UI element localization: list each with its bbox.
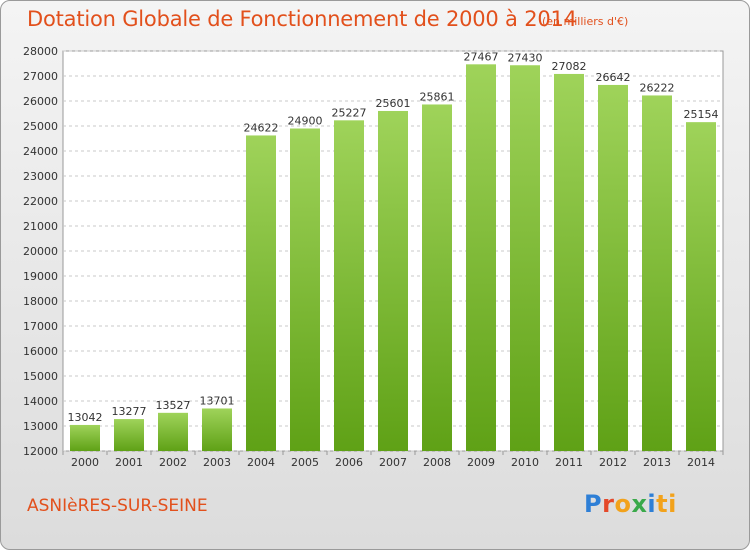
bar <box>598 84 628 451</box>
y-tick-label: 28000 <box>23 45 58 58</box>
data-label: 25154 <box>684 108 719 121</box>
y-tick-label: 17000 <box>23 320 58 333</box>
y-tick-label: 25000 <box>23 120 58 133</box>
data-label: 27467 <box>464 50 499 63</box>
bar <box>202 408 232 451</box>
x-tick-label: 2014 <box>687 456 715 469</box>
y-tick-label: 15000 <box>23 370 58 383</box>
unit-note: (en milliers d'€) <box>542 15 629 28</box>
x-tick-label: 2005 <box>291 456 319 469</box>
bar <box>290 128 320 451</box>
bar <box>246 135 276 451</box>
data-label: 24622 <box>244 121 279 134</box>
bar <box>70 424 100 451</box>
bar <box>114 419 144 451</box>
x-tick-label: 2004 <box>247 456 275 469</box>
x-tick-label: 2011 <box>555 456 583 469</box>
y-tick-label: 13000 <box>23 420 58 433</box>
x-tick-label: 2002 <box>159 456 187 469</box>
x-tick-label: 2013 <box>643 456 671 469</box>
y-tick-label: 21000 <box>23 220 58 233</box>
proxiti-logo: Proxiti <box>584 490 677 518</box>
data-label: 27430 <box>508 51 543 64</box>
x-tick-label: 2008 <box>423 456 451 469</box>
y-tick-label: 18000 <box>23 295 58 308</box>
data-label: 13277 <box>112 405 147 418</box>
data-label: 24900 <box>288 115 323 128</box>
chart-title: Dotation Globale de Fonctionnement de 20… <box>27 7 577 31</box>
y-tick-label: 23000 <box>23 170 58 183</box>
y-tick-label: 16000 <box>23 345 58 358</box>
x-tick-label: 2009 <box>467 456 495 469</box>
bar <box>510 65 540 451</box>
data-label: 26642 <box>596 71 631 84</box>
y-tick-label: 24000 <box>23 145 58 158</box>
commune-name: ASNIèRES-SUR-SEINE <box>27 496 208 516</box>
data-label: 26222 <box>640 81 675 94</box>
bar <box>554 73 584 451</box>
data-label: 13042 <box>68 411 103 424</box>
data-label: 27082 <box>552 60 587 73</box>
x-tick-label: 2006 <box>335 456 363 469</box>
bar <box>642 95 672 451</box>
data-label: 25861 <box>420 90 455 103</box>
data-label: 13701 <box>200 394 235 407</box>
bar <box>334 120 364 451</box>
y-tick-label: 26000 <box>23 95 58 108</box>
bar <box>158 412 188 451</box>
y-tick-label: 19000 <box>23 270 58 283</box>
data-label: 25601 <box>376 97 411 110</box>
data-label: 25227 <box>332 106 367 119</box>
x-tick-label: 2007 <box>379 456 407 469</box>
y-tick-label: 14000 <box>23 395 58 408</box>
x-tick-label: 2001 <box>115 456 143 469</box>
bar <box>466 64 496 451</box>
x-tick-label: 2000 <box>71 456 99 469</box>
x-tick-label: 2003 <box>203 456 231 469</box>
bar <box>422 104 452 451</box>
x-tick-label: 2012 <box>599 456 627 469</box>
y-tick-label: 27000 <box>23 70 58 83</box>
y-tick-label: 22000 <box>23 195 58 208</box>
y-tick-label: 20000 <box>23 245 58 258</box>
bar <box>686 122 716 452</box>
y-tick-label: 12000 <box>23 445 58 458</box>
bar <box>378 110 408 451</box>
x-tick-label: 2010 <box>511 456 539 469</box>
data-label: 13527 <box>156 399 191 412</box>
